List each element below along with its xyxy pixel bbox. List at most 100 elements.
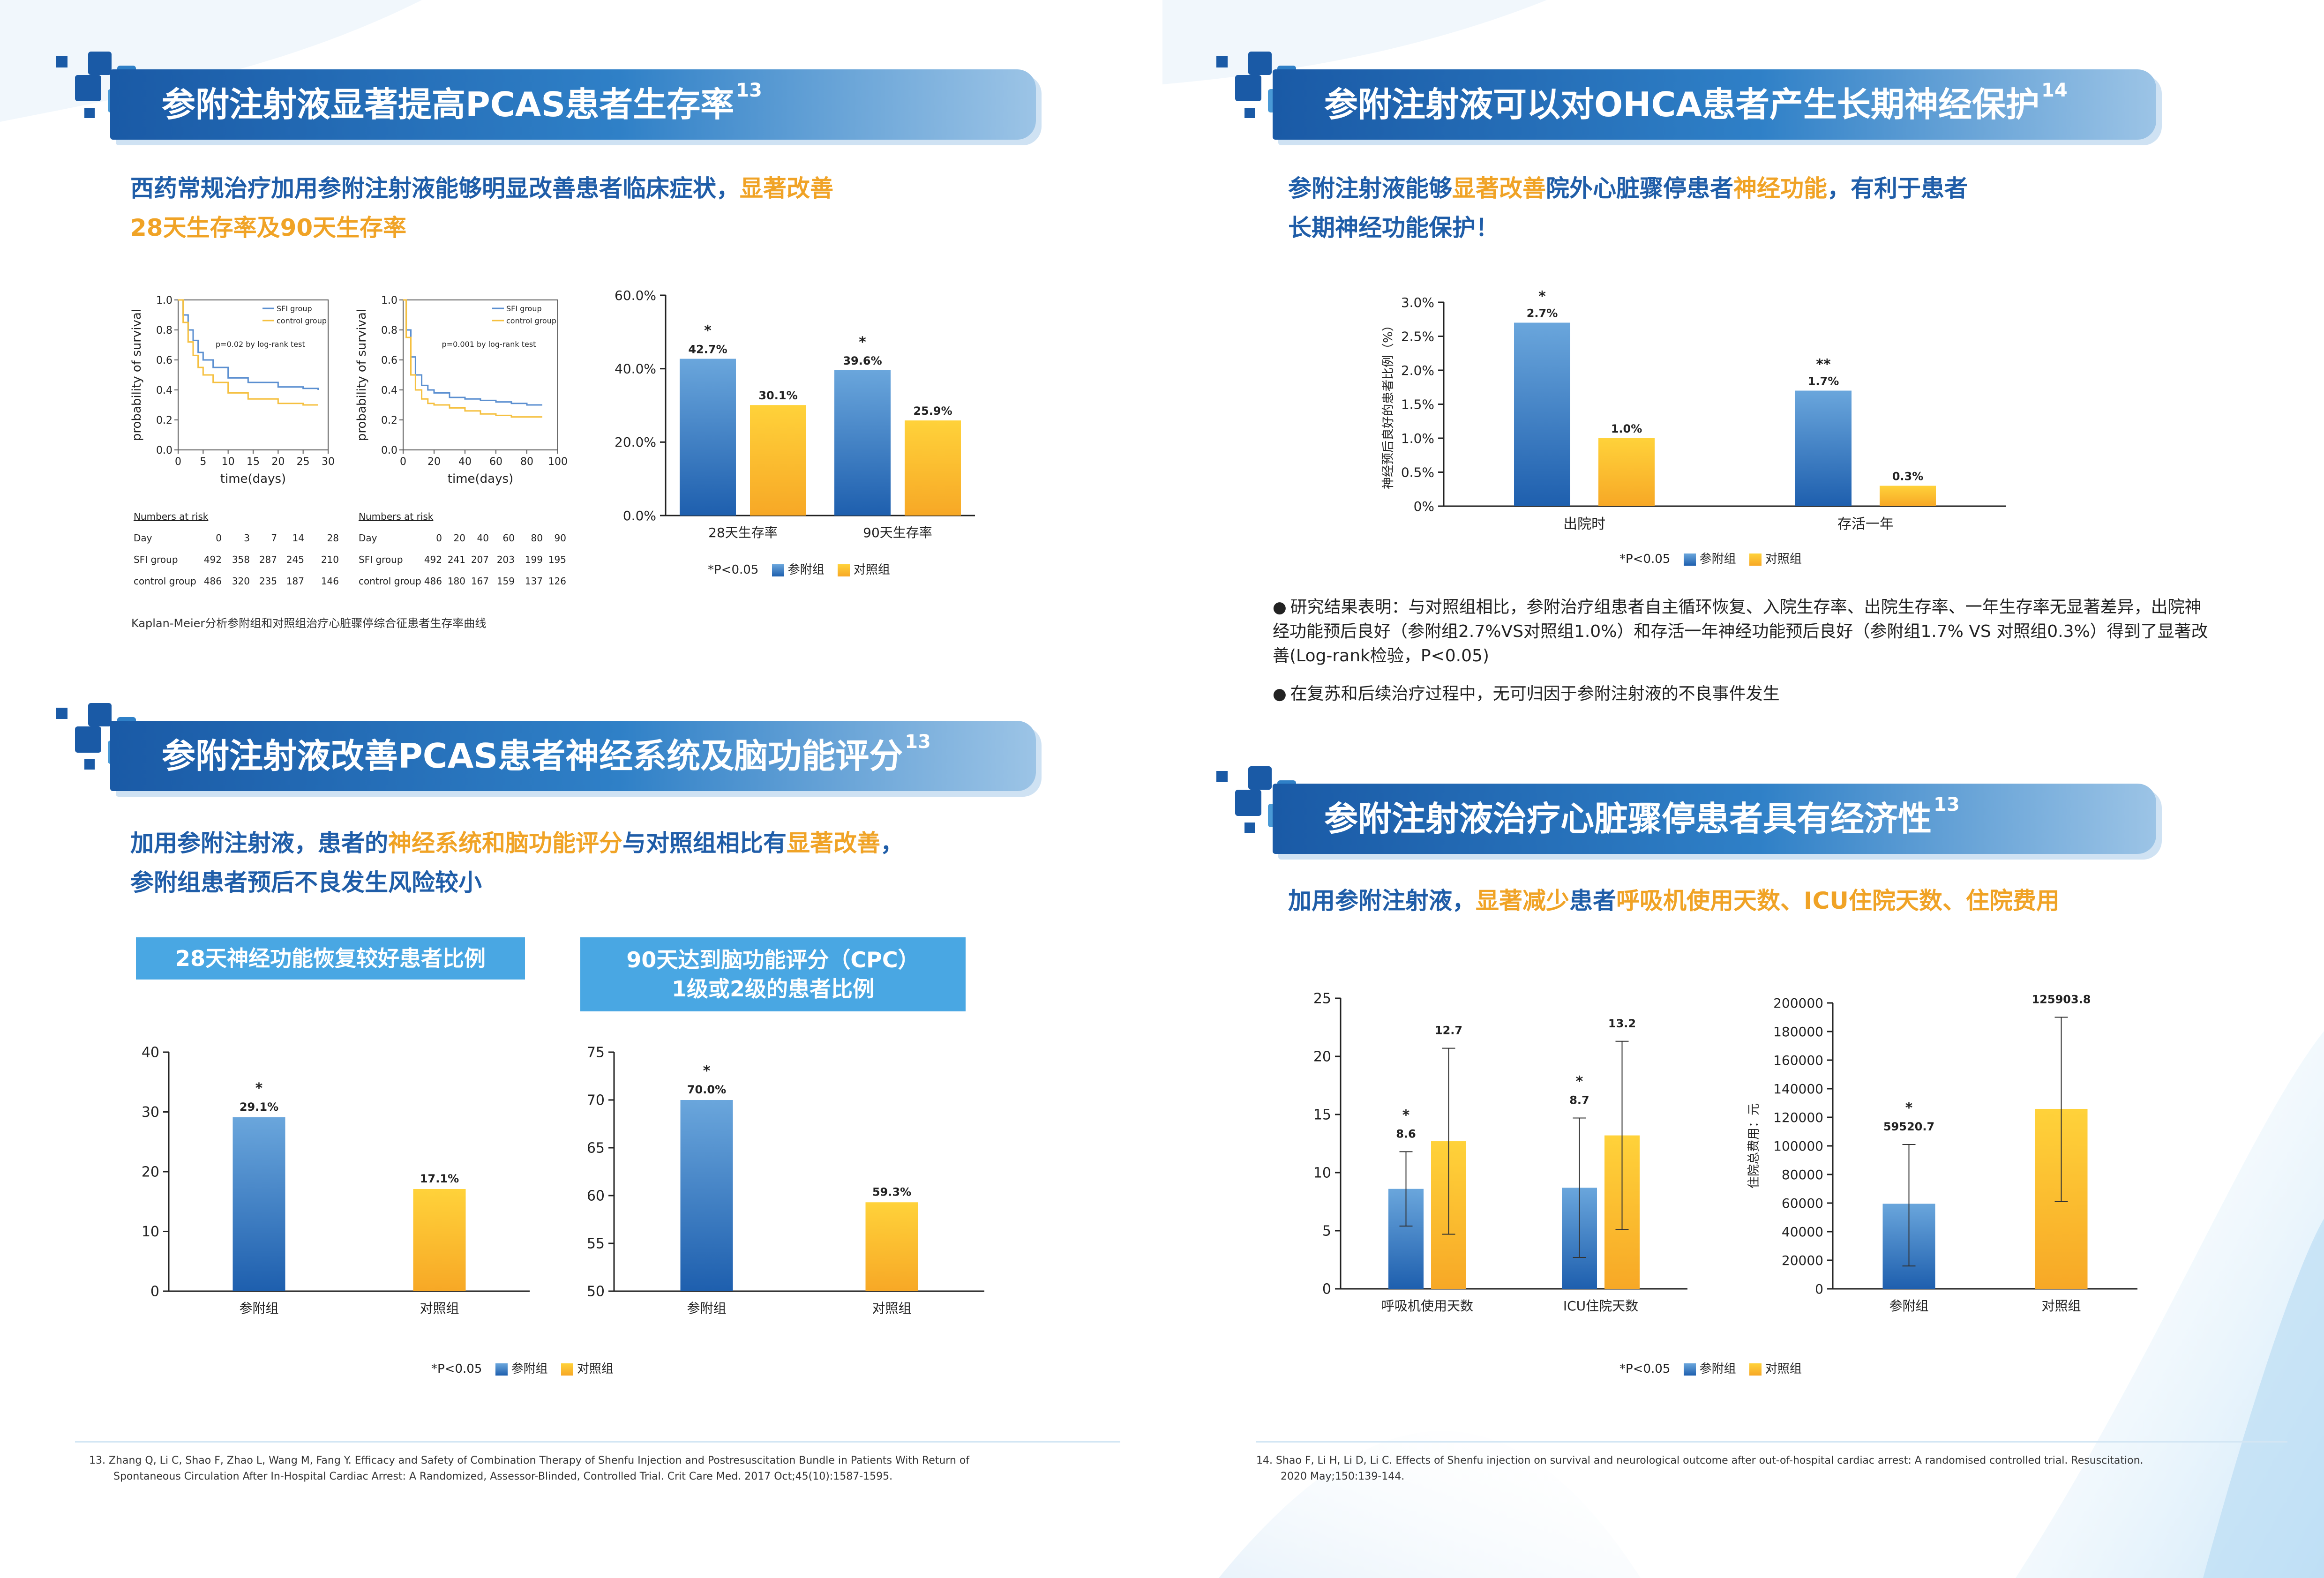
section1-title: 参附注射液显著提高PCAS患者生存率 13 [162, 80, 762, 124]
section4-legend: *P<0.05 参附组 对照组 [1619, 1362, 1802, 1376]
x-tick-label: 15 [247, 456, 260, 468]
neuro-28day-bar-chart: 0 10 20 30 40 29.1% * 参附组 17.1% 对照组 [142, 1045, 530, 1316]
section2-lead: 参附注射液能够显著改善院外心脏骤停患者神经功能，有利于患者 长期神经功能保护！ [1288, 175, 1968, 241]
significance-star: * [1905, 1100, 1913, 1116]
legend-label: control group [506, 316, 556, 325]
y-tick-label: 0 [1815, 1281, 1823, 1297]
km-series-line [178, 299, 318, 406]
bar [905, 420, 961, 516]
y-tick-label: 30 [142, 1104, 159, 1121]
plot-frame [403, 299, 558, 450]
risk-row-label: Day [134, 532, 152, 544]
risk-cell: 167 [471, 576, 489, 587]
subhead-90day-cpc: 90天达到脑功能评分（CPC） 1级或2级的患者比例 [580, 937, 966, 1011]
category-label: ICU住院天数 [1563, 1298, 1638, 1314]
risk-row-label: SFI group [359, 554, 403, 565]
y-tick-label: 1.0 [156, 295, 172, 307]
data-label: 25.9% [913, 404, 952, 418]
footer-rule-right [1256, 1441, 2287, 1443]
risk-cell: 245 [286, 554, 304, 565]
legend-label: SFI group [277, 304, 312, 313]
data-label: 30.1% [758, 389, 797, 402]
risk-row-label: Day [359, 532, 377, 544]
category-label: 对照组 [872, 1301, 911, 1316]
risk-cell: 486 [424, 576, 442, 587]
risk-cell: 126 [548, 576, 566, 587]
data-label: 70.0% [687, 1083, 726, 1096]
y-tick-label: 0.4 [156, 385, 172, 396]
risk-cell: 195 [548, 554, 566, 565]
y-tick-label: 0% [1414, 499, 1434, 514]
y-tick-label: 5 [1322, 1223, 1331, 1240]
data-label: 59.3% [872, 1185, 911, 1198]
significance-star: * [703, 1063, 711, 1079]
y-tick-label: 200000 [1773, 995, 1823, 1011]
bar [232, 1117, 285, 1291]
x-tick-label: 20 [427, 456, 441, 468]
risk-cell: 90 [554, 532, 566, 544]
y-axis-title: probability of survival [355, 309, 369, 441]
data-label: 0.3% [1892, 470, 1924, 483]
y-tick-label: 25 [1313, 991, 1331, 1007]
significance-star: * [1576, 1073, 1583, 1090]
reference-13: 13. Zhang Q, Li C, Shao F, Zhao L, Wang … [89, 1455, 970, 1482]
pvalue-annotation: p=0.02 by log-rank test [216, 340, 305, 349]
y-tick-label: 0 [1322, 1281, 1331, 1298]
data-label: 8.7 [1569, 1093, 1589, 1107]
y-tick-label: 0.8 [381, 325, 397, 337]
x-tick-label: 25 [297, 456, 310, 468]
y-tick-label: 0 [150, 1284, 159, 1300]
y-tick-label: 3.0% [1401, 295, 1434, 310]
section2-title-banner: 参附注射液可以对OHCA患者产生长期神经保护 14 [1273, 69, 2156, 140]
cost-bar-chart: 0 20000 40000 60000 80000 100000 120000 140000 1… [1747, 993, 2137, 1314]
risk-cell: 60 [502, 532, 515, 544]
section2-bullet-2: ● 在复苏和后续治疗过程中，无可归因于参附注射液的不良事件发生 [1273, 684, 1780, 703]
y-tick-label: 0.6 [156, 355, 172, 366]
data-label: 39.6% [843, 354, 882, 367]
risk-cell: 159 [496, 576, 515, 587]
risk-row-label: control group [359, 576, 421, 587]
section1-lead: 西药常规治疗加用参附注射液能够明显改善患者临床症状，显著改善 28天生存率及90天… [130, 175, 833, 241]
risk-cell: 199 [525, 554, 543, 565]
x-axis-title: time(days) [220, 472, 286, 486]
footer-rule-left [75, 1441, 1120, 1443]
y-tick-label: 0.2 [156, 415, 172, 426]
section3-lead: 加用参附注射液，患者的神经系统和脑功能评分与对照组相比有显著改善， 参附组患者预后… [130, 830, 904, 896]
risk-cell: 3 [244, 532, 250, 544]
category-label: 参附组 [1889, 1298, 1928, 1314]
x-tick-label: 100 [548, 456, 567, 468]
x-tick-label: 0 [175, 456, 181, 468]
numbers-at-risk-table-1: Numbers at risk Day 0 3 7 14 28 SFI group 492 35… [134, 511, 345, 595]
risk-cell: 20 [453, 532, 465, 544]
y-tick-label: 50 [587, 1284, 605, 1300]
y-tick-label: 70 [587, 1092, 605, 1109]
y-tick-label: 120000 [1773, 1110, 1823, 1125]
category-label: 呼吸机使用天数 [1381, 1298, 1473, 1314]
y-tick-label: 10 [142, 1224, 159, 1240]
category-label: 对照组 [2041, 1298, 2081, 1314]
risk-cell: 207 [471, 554, 489, 565]
bar [680, 359, 736, 516]
significance-star: * [255, 1080, 263, 1097]
bar [834, 370, 891, 516]
x-tick-label: 20 [271, 456, 285, 468]
bar [1598, 438, 1655, 506]
x-tick-label: 60 [489, 456, 502, 468]
y-tick-label: 1.0% [1401, 431, 1434, 446]
y-tick-label: 0.4 [381, 385, 397, 396]
cpc-90day-bar-chart: 50 55 60 65 70 75 70.0% * 参附组 59.3% 对照组 [587, 1045, 984, 1316]
data-label: 29.1% [240, 1100, 278, 1114]
y-tick-label: 10 [1313, 1165, 1331, 1182]
y-tick-label: 0.6 [381, 355, 397, 366]
risk-row-label: control group [134, 576, 196, 587]
section4-lead: 加用参附注射液，显著减少患者呼吸机使用天数、ICU住院天数、住院费用 [1288, 887, 2060, 914]
y-axis-title: probability of survival [130, 309, 144, 441]
y-tick-label: 180000 [1773, 1024, 1823, 1040]
y-tick-label: 20 [1313, 1049, 1331, 1065]
y-tick-label: 20000 [1782, 1253, 1823, 1268]
category-label: 出院时 [1563, 516, 1605, 532]
risk-cell: 40 [477, 532, 489, 544]
bar [413, 1189, 466, 1291]
legend-label: control group [277, 316, 327, 325]
x-tick-label: 30 [322, 456, 335, 468]
